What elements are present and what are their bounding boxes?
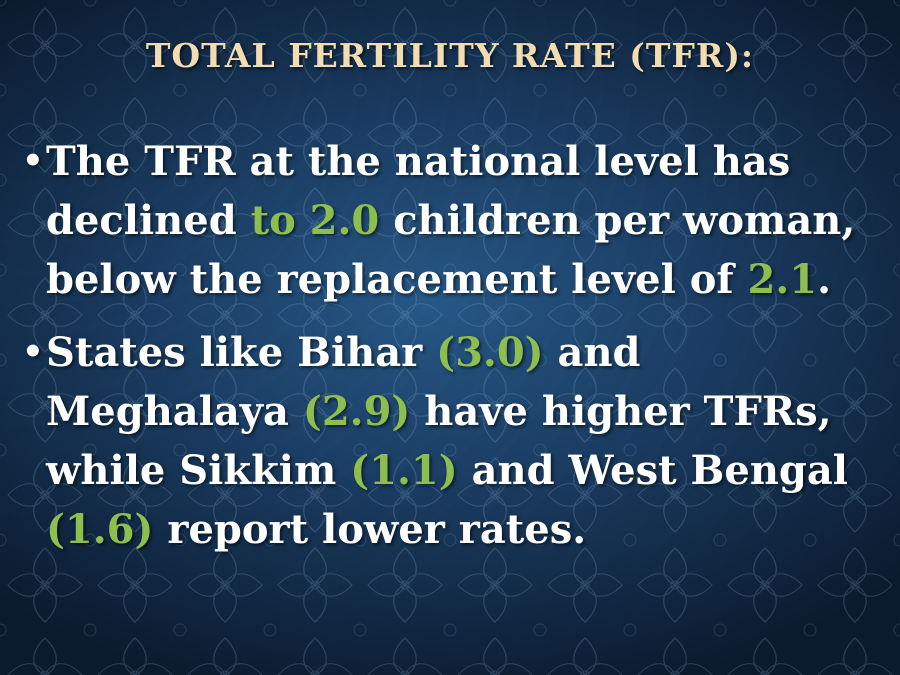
highlight-value: 2.1 [747,256,818,303]
highlight-value: (3.0) [436,329,544,376]
text-segment: children per woman, below the replacemen… [46,197,856,303]
text-segment: States like Bihar [46,329,437,376]
text-segment: . [817,256,832,303]
text-segment: The TFR at the national level has declin… [46,138,791,244]
highlight-value: to 2.0 [250,197,380,244]
text-segment: and West Bengal [457,447,848,494]
bullet-item-national-tfr: • The TFR at the national level has decl… [22,132,882,309]
bullet-icon: • [22,141,44,181]
bullet-item-state-tfr: • States like Bihar (3.0) and Meghalaya … [22,323,882,559]
text-segment: have higher TFRs, while Sikkim [46,388,832,494]
highlight-value: (1.6) [46,506,154,553]
bullet-text: States like Bihar (3.0) and Meghalaya (2… [46,329,848,553]
slide-title: TOTAL FERTILITY RATE (TFR): [145,36,755,75]
bullet-list: • The TFR at the national level has decl… [22,132,882,573]
bullet-icon: • [22,332,44,372]
highlight-value: (2.9) [302,388,411,435]
text-segment: report lower rates. [153,506,587,553]
bullet-text: The TFR at the national level has declin… [46,138,855,303]
text-segment: and Meghalaya [46,329,641,435]
highlight-value: (1.1) [350,447,458,494]
